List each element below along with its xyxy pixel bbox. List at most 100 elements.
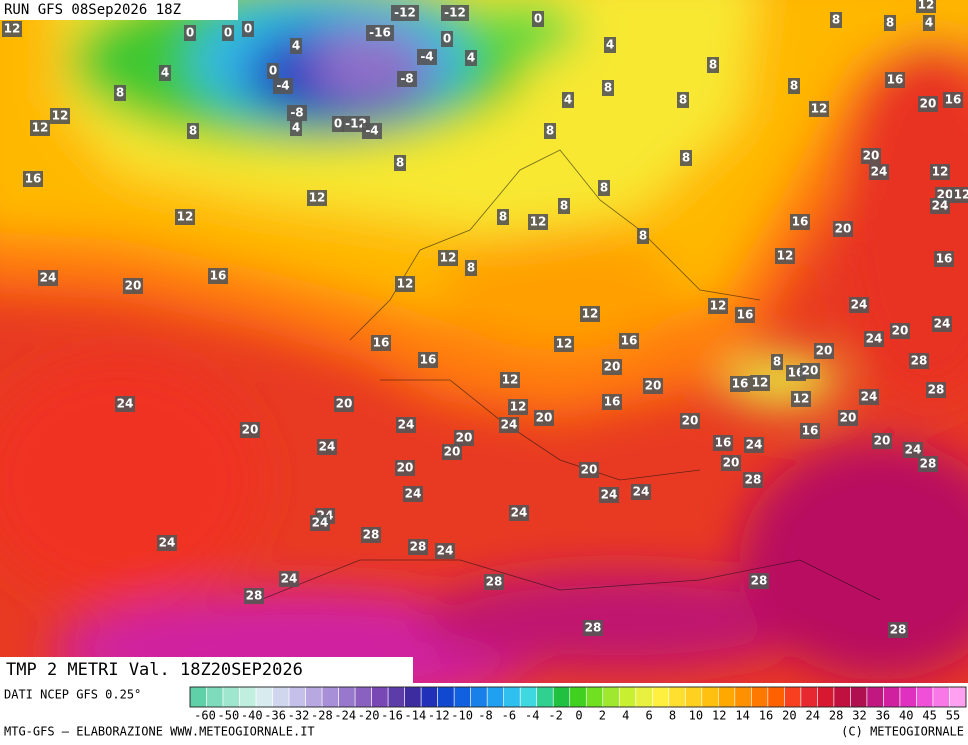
- temperature-label: 20: [456, 431, 473, 445]
- temperature-label: 24: [319, 440, 336, 454]
- label-box: [509, 505, 529, 521]
- temperature-label: 20: [802, 364, 819, 378]
- colorbar-swatch: [519, 686, 538, 708]
- temperature-label: 20: [835, 222, 852, 236]
- colorbar-swatch: [817, 686, 835, 708]
- colorbar-tick-label: 6: [646, 709, 653, 723]
- temperature-label: 12: [502, 373, 519, 387]
- colorbar-swatch: [206, 686, 224, 708]
- colorbar-swatch: [866, 686, 884, 708]
- label-box: [554, 336, 574, 352]
- colorbar-tick-label: 8: [669, 709, 676, 723]
- label-box: [735, 307, 755, 323]
- temperature-label: 24: [866, 332, 883, 346]
- temperature-label: 20: [920, 97, 937, 111]
- temperature-label: 24: [601, 488, 618, 502]
- label-box: [441, 5, 469, 21]
- colorbar-swatch: [239, 686, 257, 708]
- colorbar-tick-label: 36: [876, 709, 890, 723]
- colorbar-tick-label: -32: [288, 709, 310, 723]
- label-box: [830, 12, 842, 28]
- temperature-label: 20: [536, 411, 553, 425]
- colorbar-tick-label: 55: [946, 709, 960, 723]
- label-box: [800, 363, 820, 379]
- temperature-label: 0: [186, 26, 194, 40]
- label-box: [273, 78, 293, 94]
- label-box: [532, 11, 544, 27]
- label-box: [395, 276, 415, 292]
- colorbar-swatch: [585, 686, 604, 708]
- colorbar-swatch: [949, 686, 967, 708]
- temperature-label: 24: [932, 199, 949, 213]
- colorbar-swatch: [404, 686, 422, 708]
- label-box: [602, 394, 622, 410]
- label-box: [788, 78, 800, 94]
- temperature-label: 4: [467, 51, 475, 65]
- temperature-label: 8: [396, 156, 404, 170]
- label-box: [713, 435, 733, 451]
- label-box: [30, 120, 50, 136]
- label-box: [721, 455, 741, 471]
- label-box: [791, 391, 811, 407]
- label-box: [528, 214, 548, 230]
- temperature-label: 24: [312, 516, 329, 530]
- temperature-label: 8: [790, 79, 798, 93]
- colorbar-swatch: [800, 686, 818, 708]
- temperature-label: 20: [840, 411, 857, 425]
- label-box: [680, 150, 692, 166]
- label-box: [222, 25, 234, 41]
- label-box: [800, 423, 820, 439]
- temperature-label: 8: [600, 181, 608, 195]
- label-box: [771, 354, 783, 370]
- label-box: [604, 37, 616, 53]
- temperature-label: 0: [443, 32, 451, 46]
- label-box: [508, 399, 528, 415]
- label-box: [926, 382, 946, 398]
- temperature-label: -4: [276, 79, 289, 93]
- title-box: [0, 657, 413, 684]
- temperature-label: 12: [530, 215, 547, 229]
- temperature-label: 16: [945, 93, 962, 107]
- temperature-label: 0: [334, 117, 342, 131]
- label-box: [279, 571, 299, 587]
- colorbar-swatch: [437, 686, 455, 708]
- label-box: [123, 278, 143, 294]
- colorbar-swatch: [767, 686, 785, 708]
- temperature-label: 20: [892, 324, 909, 338]
- colorbar-tick-label: -12: [428, 709, 450, 723]
- label-box: [580, 306, 600, 322]
- label-box: [397, 71, 417, 87]
- label-box: [744, 437, 764, 453]
- colorbar-swatch: [470, 686, 488, 708]
- temperature-label: 20: [336, 397, 353, 411]
- label-box: [23, 171, 43, 187]
- colorbar-swatch: [685, 686, 703, 708]
- temperature-label: 24: [159, 536, 176, 550]
- label-box: [749, 573, 769, 589]
- temperature-label: 8: [639, 229, 647, 243]
- temperature-label: 16: [621, 334, 638, 348]
- colorbar-tick-label: 24: [806, 709, 820, 723]
- colorbar-tick-label: 14: [735, 709, 749, 723]
- temperature-label: 0: [534, 12, 542, 26]
- temperature-label: 4: [925, 16, 933, 30]
- colorbar-tick-label: 32: [852, 709, 866, 723]
- temperature-label: 28: [928, 383, 945, 397]
- label-box: [418, 352, 438, 368]
- colorbar-swatch: [321, 686, 339, 708]
- label-box: [454, 430, 474, 446]
- temperature-label: 4: [292, 39, 300, 53]
- label-box: [534, 410, 554, 426]
- colorbar-tick-label: -60: [194, 709, 216, 723]
- temperature-label: 16: [420, 353, 437, 367]
- colorbar-tick-label: -28: [311, 709, 333, 723]
- temperature-label: 20: [242, 423, 259, 437]
- colorbar-swatch: [288, 686, 306, 708]
- label-box: [115, 396, 135, 412]
- label-box: [833, 221, 853, 237]
- label-box: [267, 63, 279, 79]
- temperature-label: 8: [679, 93, 687, 107]
- colorbar-tick-label: 20: [782, 709, 796, 723]
- colorbar-swatch: [899, 686, 917, 708]
